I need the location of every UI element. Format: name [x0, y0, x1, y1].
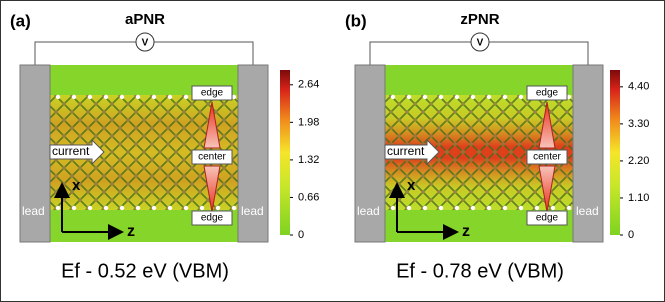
h-atom [151, 205, 157, 211]
colorbar-tick-label: 4.40 [628, 81, 649, 93]
tag-box [191, 149, 233, 165]
tag-label: edge [536, 88, 559, 99]
colorbar-tick-label: 1.32 [298, 154, 319, 166]
h-atom [390, 205, 396, 211]
h-atom [454, 94, 460, 100]
h-atom [87, 205, 93, 211]
h-atom [183, 94, 189, 100]
h-atom [534, 205, 540, 211]
lead-label: lead [357, 204, 380, 218]
tag-label: edge [201, 88, 224, 99]
tag-label: edge [536, 213, 559, 224]
h-atom [55, 205, 61, 211]
h-atom [135, 94, 141, 100]
colorbar-tick-label: 1.98 [298, 116, 319, 128]
tag-label: edge [201, 213, 224, 224]
voltmeter-label: V [477, 38, 484, 49]
h-atom [486, 94, 492, 100]
h-atom [167, 205, 173, 211]
h-atom [55, 94, 61, 100]
h-atom [470, 205, 476, 211]
h-atom [502, 205, 508, 211]
lead [19, 64, 51, 243]
h-atom [566, 205, 572, 211]
colorbar-tick-label: 2.20 [628, 155, 649, 167]
tag-box [191, 85, 233, 101]
h-atom [151, 94, 157, 100]
voltmeter [470, 32, 490, 52]
lead-label: lead [22, 204, 45, 218]
current-arrow [49, 138, 105, 166]
colorbar-tick-label: 3.30 [628, 118, 649, 130]
colorbar-tick-label: 1.10 [628, 192, 649, 204]
colorbar-tick-label: 2.64 [298, 79, 319, 91]
h-atom [438, 205, 444, 211]
tag-box [526, 149, 568, 165]
h-atom [103, 205, 109, 211]
axis-label: z [127, 223, 135, 240]
colorbar-tick-label: 0 [298, 229, 304, 241]
h-atom [470, 94, 476, 100]
h-atom [199, 205, 205, 211]
h-atom [231, 94, 237, 100]
panel-label: (a) [10, 11, 31, 30]
tag-label: center [198, 152, 226, 163]
h-atom [119, 94, 125, 100]
colorbar-tick-label: 0.66 [298, 191, 319, 203]
lead-label: lead [576, 204, 599, 218]
colorbar [280, 70, 290, 235]
tag-box [191, 210, 233, 226]
h-atom [406, 94, 412, 100]
h-atom [390, 94, 396, 100]
h-atom [454, 205, 460, 211]
lead [354, 64, 386, 243]
lead-label: lead [241, 204, 264, 218]
colorbar [610, 70, 620, 235]
h-atom [438, 94, 444, 100]
current-arrow [384, 138, 440, 166]
h-atom [71, 94, 77, 100]
h-atom [486, 205, 492, 211]
h-atom [183, 205, 189, 211]
h-atom [71, 205, 77, 211]
h-atom [87, 94, 93, 100]
h-atom [406, 205, 412, 211]
h-atom [103, 94, 109, 100]
h-atom [119, 205, 125, 211]
tag-label: center [533, 152, 561, 163]
lead [572, 64, 604, 243]
colorbar-tick-label: 0 [628, 229, 634, 241]
axis-label: x [407, 177, 416, 194]
h-atom [167, 94, 173, 100]
current-label: current [52, 144, 90, 158]
voltmeter-label: V [142, 38, 149, 49]
h-atom [422, 94, 428, 100]
h-atom [502, 94, 508, 100]
h-atom [566, 94, 572, 100]
lead [237, 64, 269, 243]
edge-arrow [203, 101, 221, 213]
h-atom [231, 205, 237, 211]
h-atom [518, 94, 524, 100]
axis-label: z [462, 223, 470, 240]
h-atom [518, 205, 524, 211]
caption: Ef - 0.78 eV (VBM) [396, 260, 564, 282]
caption: Ef - 0.52 eV (VBM) [61, 260, 229, 282]
tag-box [526, 85, 568, 101]
current-label: current [387, 144, 425, 158]
h-atom [550, 205, 556, 211]
voltmeter [135, 32, 155, 52]
panel-label: (b) [345, 11, 367, 30]
h-atom [135, 205, 141, 211]
h-atom [422, 205, 428, 211]
h-atom [215, 205, 221, 211]
axis-label: x [72, 177, 81, 194]
panel-title: zPNR [460, 11, 499, 28]
panel-title: aPNR [125, 11, 165, 28]
tag-box [526, 210, 568, 226]
edge-arrow [538, 101, 556, 213]
